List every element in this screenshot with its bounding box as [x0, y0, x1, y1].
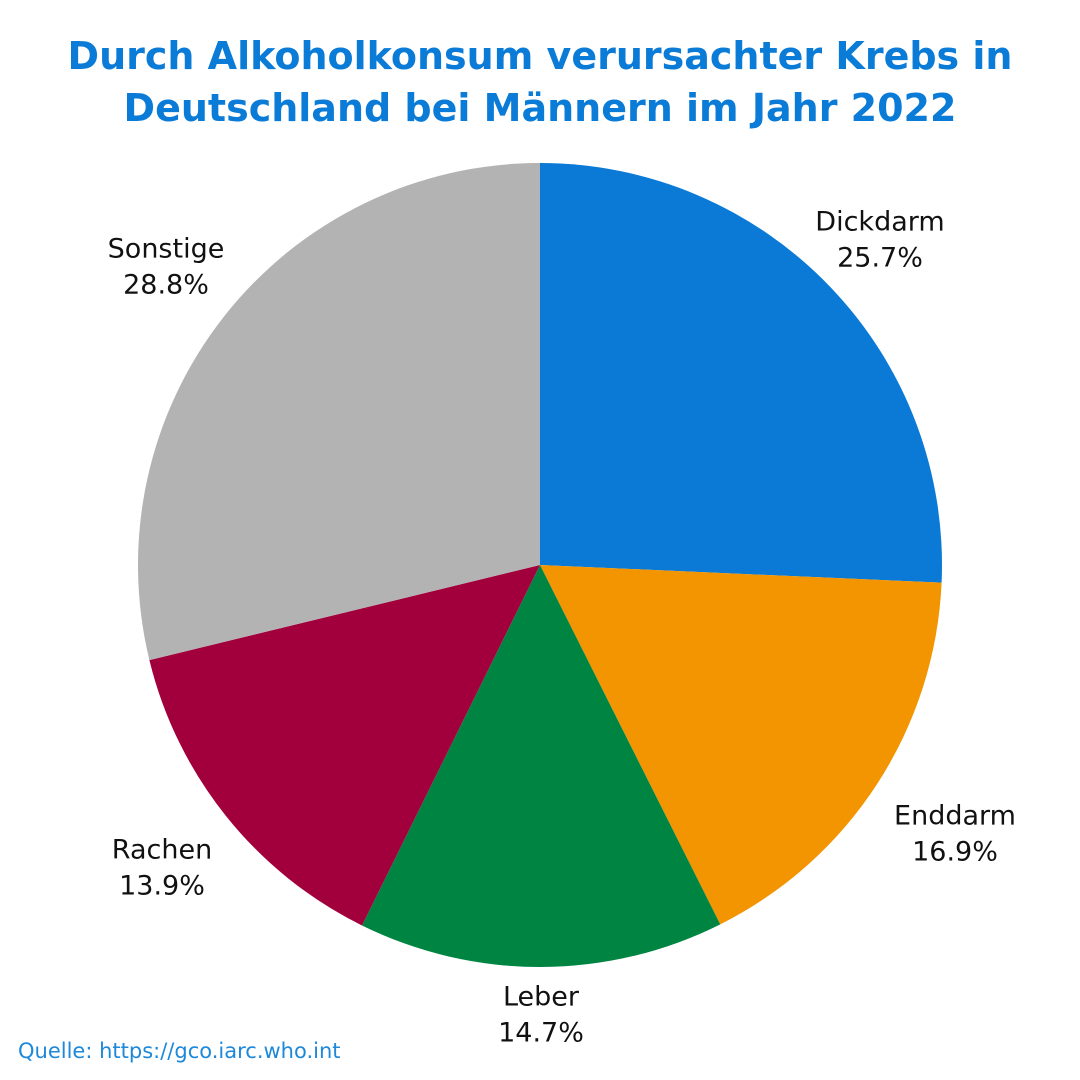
chart-title: Durch Alkoholkonsum verursachter Krebs i… [0, 30, 1080, 134]
slice-label-sonstige: Sonstige [108, 234, 225, 265]
slice-value-leber: 14.7% [498, 1018, 584, 1049]
pie-slices [137, 162, 942, 967]
slice-value-rachen: 13.9% [119, 871, 205, 902]
pie-slice-rachen [149, 565, 540, 926]
slice-value-sonstige: 28.8% [123, 270, 209, 301]
pie-slice-sonstige [137, 162, 540, 661]
slice-label-enddarm: Enddarm [894, 801, 1016, 832]
slice-value-dickdarm: 25.7% [837, 243, 923, 274]
pie-slice-leber [362, 565, 721, 967]
slice-label-dickdarm: Dickdarm [815, 207, 944, 238]
source-note: Quelle: https://gco.iarc.who.int [18, 1039, 341, 1063]
pie-labels: Dickdarm 25.7% Enddarm 16.9% Leber 14.7% Rache… [108, 207, 1016, 1049]
chart-title-line-2: Deutschland bei Männern im Jahr 2022 [123, 86, 957, 130]
chart-title-line-1: Durch Alkoholkonsum verursachter Krebs i… [67, 34, 1013, 78]
pie-slice-dickdarm [540, 163, 942, 583]
slice-value-enddarm: 16.9% [912, 837, 998, 868]
slice-label-leber: Leber [503, 982, 580, 1013]
pie-slice-enddarm [540, 565, 942, 925]
slice-label-rachen: Rachen [112, 835, 212, 866]
